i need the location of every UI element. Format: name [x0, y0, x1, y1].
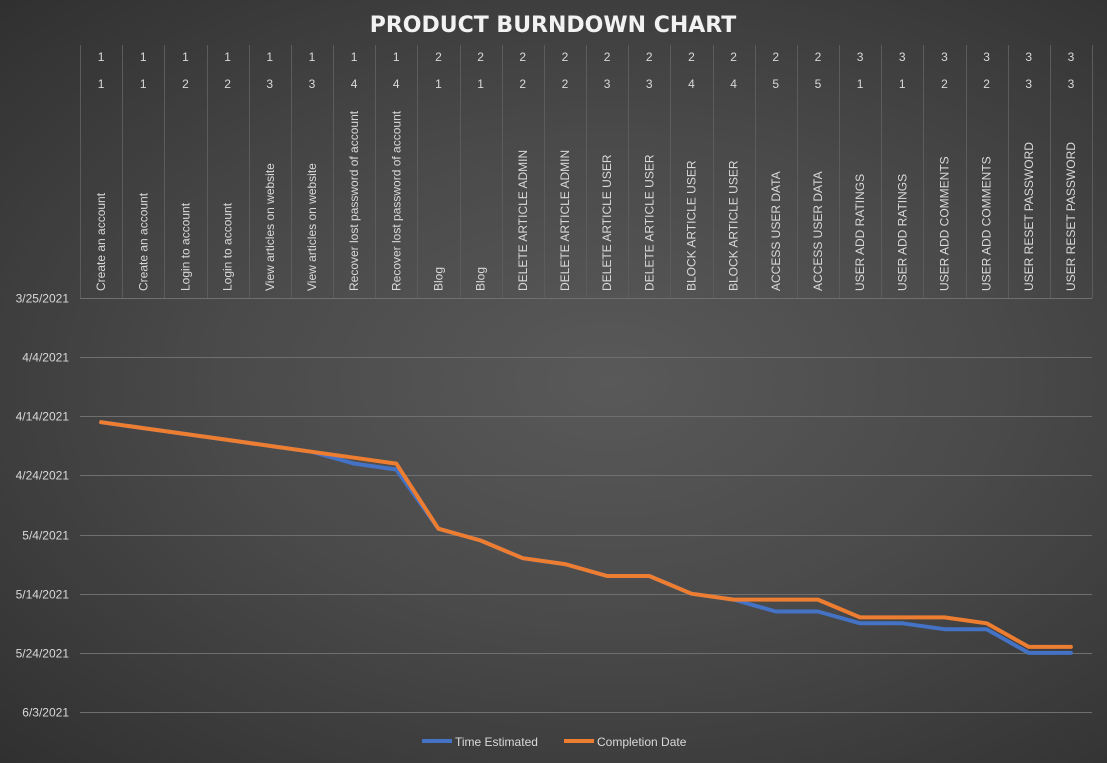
- category-level1-label: 2: [688, 50, 695, 64]
- category-level1-label: 1: [98, 50, 105, 64]
- y-tick-label: 3/25/2021: [16, 292, 70, 306]
- category-level1-label: 2: [730, 50, 737, 64]
- category-level2-label: 1: [899, 77, 906, 91]
- category-task-label: Recover lost password of account: [389, 110, 403, 291]
- category-task-label: DELETE ARTICLE ADMIN: [558, 150, 572, 291]
- y-tick-label: 4/24/2021: [16, 469, 70, 483]
- category-level1-label: 3: [983, 50, 990, 64]
- category-level2-label: 3: [604, 77, 611, 91]
- category-task-label: USER ADD COMMENTS: [980, 156, 994, 291]
- category-level1-label: 2: [519, 50, 526, 64]
- category-level1-label: 1: [224, 50, 231, 64]
- category-task-label: USER ADD RATINGS: [895, 174, 909, 291]
- y-tick-label: 5/4/2021: [22, 529, 69, 543]
- category-task-label: BLOCK ARTICLE USER: [727, 160, 741, 291]
- category-level2-label: 2: [519, 77, 526, 91]
- category-level2-label: 1: [435, 77, 442, 91]
- category-task-label: Recover lost password of account: [347, 110, 361, 291]
- category-level1-label: 1: [309, 50, 316, 64]
- category-level2-label: 4: [393, 77, 400, 91]
- category-task-label: DELETE ARTICLE ADMIN: [516, 150, 530, 291]
- category-task-label: ACCESS USER DATA: [769, 171, 783, 291]
- category-level1-label: 2: [562, 50, 569, 64]
- series-line-completion-date: [99, 420, 1073, 649]
- category-level1-label: 3: [1068, 50, 1075, 64]
- y-tick-label: 5/24/2021: [16, 647, 70, 661]
- y-tick-label: 5/14/2021: [16, 588, 70, 602]
- category-level2-label: 2: [182, 77, 189, 91]
- series-lines: [99, 420, 1073, 655]
- category-level2-label: 5: [772, 77, 779, 91]
- category-task-label: ACCESS USER DATA: [811, 171, 825, 291]
- category-task-label: USER ADD COMMENTS: [937, 156, 951, 291]
- category-level2-label: 2: [941, 77, 948, 91]
- category-level2-label: 2: [224, 77, 231, 91]
- category-task-label: DELETE ARTICLE USER: [600, 154, 614, 291]
- category-level1-label: 2: [435, 50, 442, 64]
- category-level2-label: 4: [730, 77, 737, 91]
- category-level2-label: 5: [815, 77, 822, 91]
- y-axis-ticks: 3/25/2021 4/4/2021 4/14/2021 4/24/2021 5/4/2…: [16, 292, 70, 720]
- category-level2-label: 3: [1025, 77, 1032, 91]
- category-level2-label: 2: [983, 77, 990, 91]
- category-task-label: Login to account: [221, 202, 235, 291]
- y-tick-label: 4/14/2021: [16, 410, 70, 424]
- category-task-label: Login to account: [178, 202, 192, 291]
- category-level1-label: 1: [266, 50, 273, 64]
- category-task-label: Create an account: [94, 192, 108, 291]
- category-level2-label: 4: [351, 77, 358, 91]
- category-task-label: Create an account: [136, 192, 150, 291]
- y-tick-label: 4/4/2021: [22, 351, 69, 365]
- category-level1-label: 3: [857, 50, 864, 64]
- category-task-label: BLOCK ARTICLE USER: [684, 160, 698, 291]
- category-level1-label: 1: [182, 50, 189, 64]
- category-level1-label: 2: [815, 50, 822, 64]
- category-level2-label: 1: [98, 77, 105, 91]
- category-level2-label: 3: [309, 77, 316, 91]
- category-level2-label: 3: [646, 77, 653, 91]
- category-level1-label: 2: [772, 50, 779, 64]
- legend-label: Completion Date: [597, 735, 687, 749]
- legend-label: Time Estimated: [455, 735, 538, 749]
- category-level2-label: 2: [562, 77, 569, 91]
- category-labels: 1 1 Create an account 1 1 Create an account 1 2…: [94, 50, 1078, 291]
- y-tick-label: 6/3/2021: [22, 706, 69, 720]
- category-level1-label: 2: [477, 50, 484, 64]
- category-task-label: USER RESET PASSWORD: [1064, 142, 1078, 291]
- category-level1-label: 2: [646, 50, 653, 64]
- category-level2-label: 1: [477, 77, 484, 91]
- category-level2-label: 4: [688, 77, 695, 91]
- gridlines: [80, 45, 1093, 713]
- category-level1-label: 1: [140, 50, 147, 64]
- category-level1-label: 1: [351, 50, 358, 64]
- chart-title: PRODUCT BURNDOWN CHART: [370, 13, 737, 38]
- category-task-label: DELETE ARTICLE USER: [642, 154, 656, 291]
- category-level2-label: 1: [857, 77, 864, 91]
- category-level1-label: 3: [1025, 50, 1032, 64]
- category-level1-label: 1: [393, 50, 400, 64]
- legend: Time Estimated Completion Date: [422, 735, 687, 749]
- category-task-label: USER ADD RATINGS: [853, 174, 867, 291]
- category-level2-label: 3: [266, 77, 273, 91]
- category-level2-label: 3: [1068, 77, 1075, 91]
- category-task-label: USER RESET PASSWORD: [1022, 142, 1036, 291]
- category-level1-label: 2: [604, 50, 611, 64]
- category-level2-label: 1: [140, 77, 147, 91]
- category-task-label: View articles on website: [263, 163, 277, 291]
- category-task-label: Blog: [474, 267, 488, 291]
- category-task-label: View articles on website: [305, 163, 319, 291]
- category-task-label: Blog: [431, 267, 445, 291]
- category-level1-label: 3: [899, 50, 906, 64]
- category-level1-label: 3: [941, 50, 948, 64]
